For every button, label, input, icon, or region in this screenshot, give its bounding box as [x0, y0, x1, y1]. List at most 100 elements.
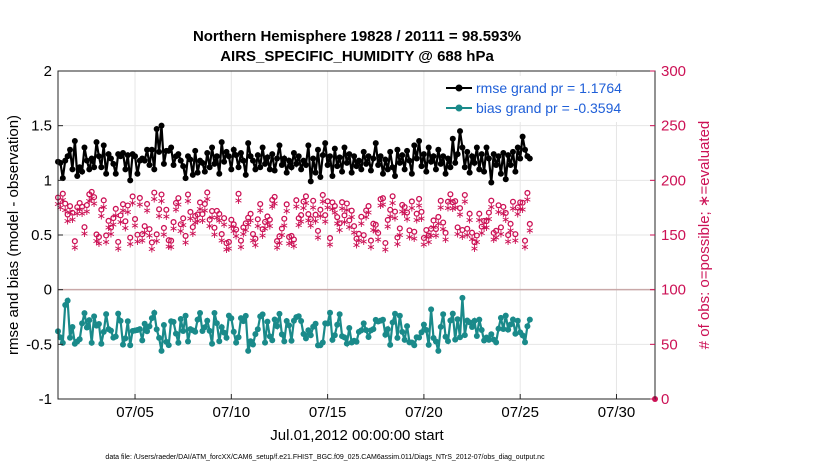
obs-evaluated-98: ∗ [289, 240, 298, 253]
y-right-tick-label-5: 250 [661, 118, 686, 135]
bias-point-3 [62, 301, 69, 308]
obs-evaluated-133: ∗ [374, 233, 383, 246]
bias-point-176 [478, 327, 485, 334]
obs-possible-136 [382, 239, 389, 247]
obs-possible-186 [502, 209, 509, 217]
obs-evaluated-147: ∗ [407, 201, 416, 214]
rmse-point-2 [59, 175, 66, 182]
bias-point-188 [507, 321, 514, 328]
obs-possible-108 [314, 227, 322, 234]
rmse-point-110 [319, 152, 326, 159]
obs-evaluated-168: ∗ [458, 230, 467, 243]
obs-evaluated-193: ∗ [518, 203, 527, 216]
y-left-tick-label-6: 2 [44, 63, 52, 80]
rmse-point-7 [71, 137, 78, 144]
obs-possible-115 [331, 202, 338, 210]
bias-point-150 [416, 334, 423, 341]
obs-evaluated-93: ∗ [277, 229, 286, 242]
obs-evaluated-166: ∗ [453, 227, 462, 240]
legend-bias-marker [455, 104, 463, 112]
obs-possible-52 [180, 215, 187, 222]
obs-possible-173 [471, 239, 478, 246]
obs-possible-48 [170, 219, 177, 226]
bias-point-124 [353, 338, 360, 345]
bias-point-115 [331, 332, 338, 339]
obs-evaluated-92: ∗ [275, 236, 284, 249]
x-tick-label-5: 07/30 [598, 404, 636, 421]
obs-possible-91 [274, 238, 281, 245]
rmse-point-144 [401, 166, 408, 173]
bias-point-83 [254, 326, 261, 333]
rmse-point-38 [146, 162, 153, 169]
obs-possible-130 [367, 237, 374, 244]
obs-possible-15 [91, 194, 98, 201]
bias-point-131 [370, 326, 377, 333]
obs-evaluated-103: ∗ [301, 196, 310, 209]
obs-possible-152 [420, 234, 427, 242]
rmse-point-81 [249, 157, 256, 164]
bias-point-22 [107, 327, 114, 334]
bias-point-11 [81, 310, 88, 317]
rmse-point-70 [223, 148, 230, 155]
bias-point-89 [269, 337, 276, 344]
bias-point-158 [435, 347, 442, 354]
rmse-point-53 [182, 175, 189, 182]
obs-possible-116 [334, 214, 341, 221]
bias-point-96 [286, 322, 293, 329]
rmse-point-134 [377, 153, 384, 160]
bias-point-138 [387, 341, 394, 348]
rmse-point-107 [312, 169, 319, 176]
bias-point-30 [127, 342, 134, 349]
rmse-point-108 [314, 146, 321, 153]
rmse-point-4 [64, 153, 71, 160]
obs-possible-141 [394, 234, 401, 241]
obs-evaluated-164: ∗ [448, 202, 457, 215]
bias-point-195 [524, 323, 531, 330]
rmse-point-168 [459, 144, 466, 151]
obs-possible-139 [389, 193, 396, 200]
bias-point-5 [67, 334, 74, 341]
x-axis-ticks: 07/05 07/10 07/15 07/20 07/25 07/30 [116, 394, 635, 421]
rmse-point-5 [67, 146, 74, 153]
obs-evaluated-71: ∗ [224, 242, 233, 255]
data-file-footer: data file: /Users/raeder/DAI/ATM_forcXX/… [105, 454, 545, 461]
bias-point-27 [119, 341, 126, 348]
bias-point-171 [466, 319, 473, 326]
bias-point-51 [177, 316, 184, 323]
bias-point-164 [449, 310, 456, 317]
bias-point-183 [495, 325, 502, 332]
rmse-point-132 [372, 140, 379, 147]
rmse-point-163 [447, 164, 454, 171]
rmse-point-120 [343, 159, 350, 166]
obs-possible-188 [507, 220, 514, 227]
obs-evaluated-138: ∗ [386, 210, 395, 223]
bias-point-112 [324, 320, 331, 327]
rmse-point-152 [420, 151, 427, 158]
obs-evaluated-143: ∗ [398, 205, 407, 218]
obs-possible-25 [115, 238, 122, 245]
obs-evaluated-85: ∗ [258, 229, 267, 242]
rmse-point-56 [189, 171, 196, 178]
obs-evaluated-63: ∗ [205, 220, 214, 233]
rmse-point-16 [93, 139, 100, 146]
rmse-point-74 [233, 152, 240, 159]
bias-point-70 [223, 334, 230, 341]
rmse-point-11 [81, 144, 88, 151]
bias-point-104 [305, 327, 312, 334]
bias-point-155 [428, 306, 435, 313]
obs-evaluated-189: ∗ [508, 202, 517, 215]
obs-possible-26 [117, 212, 124, 219]
obs-evaluated-175: ∗ [475, 214, 484, 227]
rmse-point-69 [221, 158, 228, 165]
bias-point-41 [153, 326, 160, 333]
bias-point-12 [83, 324, 90, 331]
bias-point-143 [399, 328, 406, 335]
obs-possible-158 [435, 213, 442, 220]
rmse-point-14 [88, 155, 95, 162]
rmse-point-196 [526, 155, 533, 162]
rmse-point-98 [290, 150, 297, 156]
rmse-point-174 [473, 144, 480, 151]
bias-point-93 [278, 331, 285, 338]
rmse-point-175 [476, 166, 483, 173]
obs-evaluated-131: ∗ [369, 224, 378, 237]
